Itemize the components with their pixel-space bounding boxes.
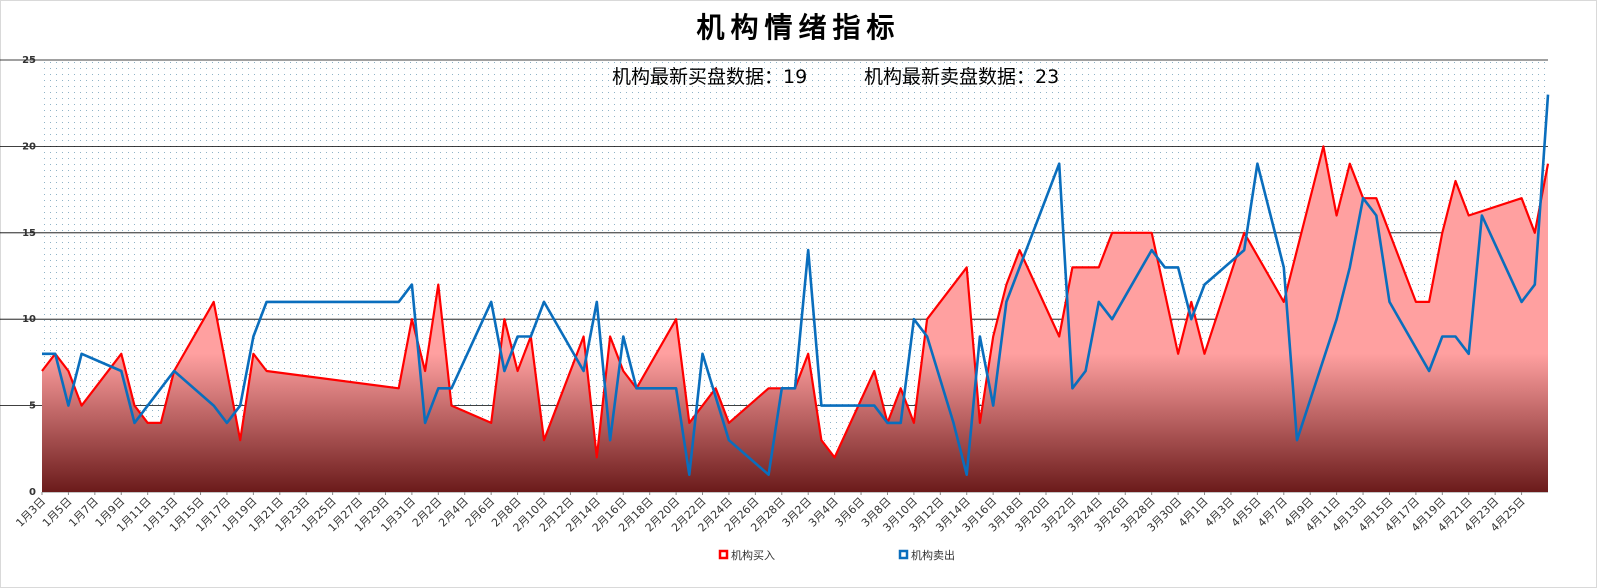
buy-area — [42, 146, 1548, 492]
buy-annotation: 机构最新买盘数据：19 — [612, 66, 807, 88]
y-tick-label: 25 — [22, 55, 36, 66]
buy-area-layer — [42, 146, 1548, 492]
lines-layer — [41, 94, 1550, 476]
buy-annotation-value: 19 — [783, 66, 807, 88]
y-tick-label: 10 — [22, 314, 36, 325]
chart-title: 机构情绪指标 — [696, 11, 901, 44]
legend-item-sell[interactable]: 机构卖出 — [898, 548, 955, 562]
legend-item-buy[interactable]: 机构买入 — [718, 548, 775, 562]
y-tick-label: 15 — [22, 228, 36, 239]
legend: 机构买入 机构卖出 — [718, 548, 955, 562]
x-axis: 1月3日1月5日1月7日1月9日1月11日1月13日1月15日1月17日1月19… — [13, 492, 1528, 535]
sell-annotation-label: 机构最新卖盘数据： — [864, 66, 1035, 88]
sell-series-line — [42, 94, 1550, 476]
y-axis: 0 5 10 15 20 25 — [22, 55, 36, 498]
buy-series-line — [41, 145, 1550, 459]
sell-annotation-value: 23 — [1035, 66, 1059, 88]
annotation: 机构最新买盘数据：19 机构最新卖盘数据：23 — [612, 66, 1059, 88]
y-tick-label: 20 — [22, 141, 36, 152]
legend-swatch-buy — [718, 549, 729, 560]
y-tick-label: 5 — [29, 401, 36, 412]
legend-label-sell: 机构卖出 — [911, 548, 955, 562]
legend-swatch-sell — [898, 549, 909, 560]
legend-label-buy: 机构买入 — [731, 548, 775, 562]
y-tick-label: 0 — [29, 487, 36, 498]
buy-annotation-label: 机构最新买盘数据： — [612, 66, 783, 88]
sell-annotation: 机构最新卖盘数据：23 — [864, 66, 1059, 88]
